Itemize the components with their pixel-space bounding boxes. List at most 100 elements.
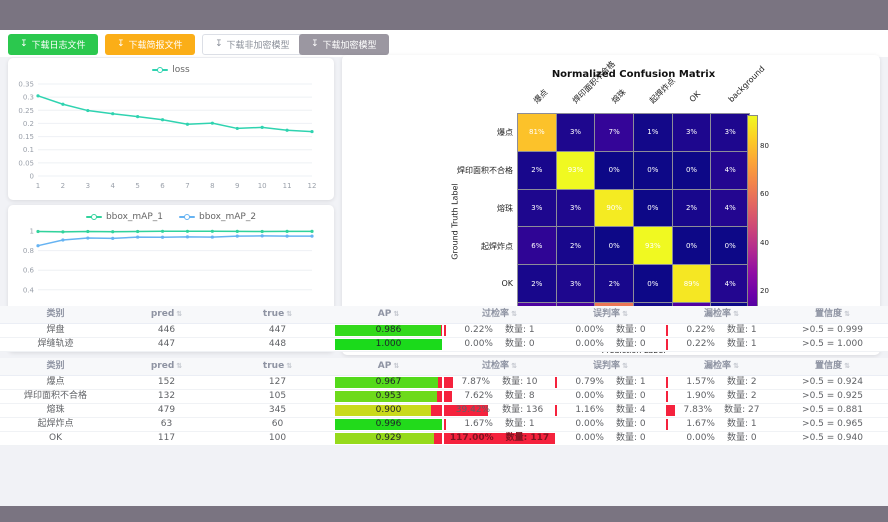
- column-header[interactable]: 置信度 ⇅: [777, 306, 888, 323]
- rate-cell: 117.00% 数量: 117: [444, 432, 555, 445]
- ap-value: 1.000: [375, 339, 402, 349]
- sort-icon[interactable]: ⇅: [844, 362, 850, 370]
- download-icon: ↧: [20, 39, 28, 49]
- button-label: 下载简报文件: [128, 41, 183, 51]
- rate-cell: 1.67% 数量: 1: [666, 418, 777, 431]
- rate-cell: 0.00% 数量: 0: [555, 418, 666, 431]
- svg-text:7: 7: [185, 182, 189, 190]
- button-label: 下载加密模型: [322, 41, 377, 51]
- colorbar-tick-label: 40: [760, 238, 769, 247]
- column-header-label: 置信度: [815, 309, 843, 319]
- sort-icon[interactable]: ⇅: [844, 310, 850, 318]
- column-header[interactable]: 漏检率 ⇅: [666, 358, 777, 375]
- matrix-column-label: 爆点: [531, 87, 550, 106]
- column-header[interactable]: 过检率 ⇅: [444, 306, 555, 323]
- class-name-cell: 焊盘: [46, 325, 65, 335]
- sort-icon[interactable]: ⇅: [511, 310, 517, 318]
- column-header[interactable]: AP ⇅: [333, 306, 444, 323]
- download-encrypted-model-button[interactable]: ↧ 下载加密模型: [299, 34, 389, 55]
- legend-item[interactable]: loss: [152, 65, 190, 75]
- map-chart-legend: bbox_mAP_1 bbox_mAP_2: [8, 205, 334, 225]
- column-header[interactable]: 误判率 ⇅: [555, 358, 666, 375]
- column-header[interactable]: true ⇅: [222, 306, 333, 323]
- matrix-cell: 4%: [711, 151, 749, 189]
- rate-count: 数量: 0: [615, 419, 646, 429]
- rate-percent: 1.90%: [686, 391, 715, 401]
- column-header-label: true: [262, 361, 285, 371]
- class-name-cell: 焊缝轨迹: [37, 339, 74, 349]
- confidence-cell: >0.5 = 0.881: [802, 405, 863, 415]
- sort-icon[interactable]: ⇅: [622, 362, 628, 370]
- pred-count-cell: 117: [157, 433, 176, 443]
- sort-icon[interactable]: ⇅: [393, 362, 400, 370]
- sort-icon[interactable]: ⇅: [286, 362, 293, 370]
- column-header[interactable]: AP ⇅: [333, 358, 444, 375]
- column-header-label: 过检率: [482, 361, 510, 371]
- svg-text:0.35: 0.35: [18, 81, 34, 89]
- sort-icon[interactable]: ⇅: [286, 310, 293, 318]
- true-count-cell: 100: [268, 433, 287, 443]
- rate-cell: 39.42% 数量: 136: [444, 404, 555, 417]
- column-header-label: 漏检率: [704, 361, 732, 371]
- rate-count: 数量: 1: [504, 325, 535, 335]
- rate-count: 数量: 1: [504, 419, 535, 429]
- column-header[interactable]: 过检率 ⇅: [444, 358, 555, 375]
- pred-count-cell: 132: [157, 391, 176, 401]
- rate-cell: 0.22% 数量: 1: [666, 338, 777, 351]
- true-count-cell: 345: [268, 405, 287, 415]
- sort-icon[interactable]: ⇅: [622, 310, 628, 318]
- rate-bar: [444, 405, 488, 416]
- sort-icon[interactable]: ⇅: [733, 310, 739, 318]
- svg-text:12: 12: [308, 182, 317, 190]
- svg-text:0.3: 0.3: [23, 94, 34, 102]
- rate-percent: 0.00%: [575, 433, 604, 443]
- download-report-button[interactable]: ↧ 下载简报文件: [105, 34, 195, 55]
- column-header[interactable]: 误判率 ⇅: [555, 306, 666, 323]
- rate-bar: [666, 377, 668, 388]
- ap-bar: [335, 325, 441, 336]
- svg-text:5: 5: [135, 182, 139, 190]
- column-header[interactable]: pred ⇅: [111, 358, 222, 375]
- legend-item[interactable]: bbox_mAP_2: [179, 212, 256, 222]
- matrix-row-label: 起焊炸点: [481, 242, 513, 251]
- ap-cell: 0.967: [333, 376, 444, 389]
- matrix-cell: 3%: [672, 114, 711, 151]
- column-header[interactable]: true ⇅: [222, 358, 333, 375]
- sort-icon[interactable]: ⇅: [733, 362, 739, 370]
- class-name-cell: 焊印面积不合格: [23, 391, 87, 401]
- column-header[interactable]: 漏检率 ⇅: [666, 306, 777, 323]
- sort-icon[interactable]: ⇅: [176, 310, 183, 318]
- rate-percent: 0.79%: [575, 377, 604, 387]
- rate-bar: [666, 325, 668, 336]
- rate-count: 数量: 0: [504, 339, 535, 349]
- sort-icon[interactable]: ⇅: [393, 310, 400, 318]
- matrix-y-axis-label: Ground Truth Label: [450, 183, 460, 260]
- matrix-cell: 7%: [595, 114, 633, 151]
- rate-count: 数量: 2: [726, 377, 757, 387]
- rate-percent: 117.00%: [449, 433, 494, 443]
- true-count-cell: 105: [268, 391, 287, 401]
- rate-bar: [666, 391, 669, 402]
- matrix-cell: 81%: [518, 114, 556, 151]
- true-count-cell: 127: [268, 377, 287, 387]
- colorbar-tick-label: 60: [760, 190, 769, 199]
- matrix-cell: 0%: [634, 265, 672, 303]
- sort-icon[interactable]: ⇅: [511, 362, 517, 370]
- download-icon: ↧: [311, 39, 319, 49]
- legend-item[interactable]: bbox_mAP_1: [85, 212, 163, 222]
- column-header[interactable]: pred ⇅: [111, 306, 222, 323]
- svg-text:1: 1: [36, 182, 40, 190]
- column-header-label: 类别: [46, 361, 65, 371]
- svg-text:8: 8: [210, 182, 214, 190]
- download-unencrypted-model-button[interactable]: ↧ 下载非加密模型: [202, 34, 303, 55]
- sort-icon[interactable]: ⇅: [176, 362, 183, 370]
- rate-bar: [444, 419, 446, 430]
- matrix-row-label: 爆点: [497, 128, 513, 137]
- svg-text:0.15: 0.15: [18, 133, 34, 141]
- column-header[interactable]: 置信度 ⇅: [777, 358, 888, 375]
- column-header-label: AP: [377, 309, 392, 319]
- legend-label: loss: [172, 65, 190, 75]
- download-log-button[interactable]: ↧ 下载日志文件: [8, 34, 98, 55]
- svg-text:0: 0: [30, 173, 34, 181]
